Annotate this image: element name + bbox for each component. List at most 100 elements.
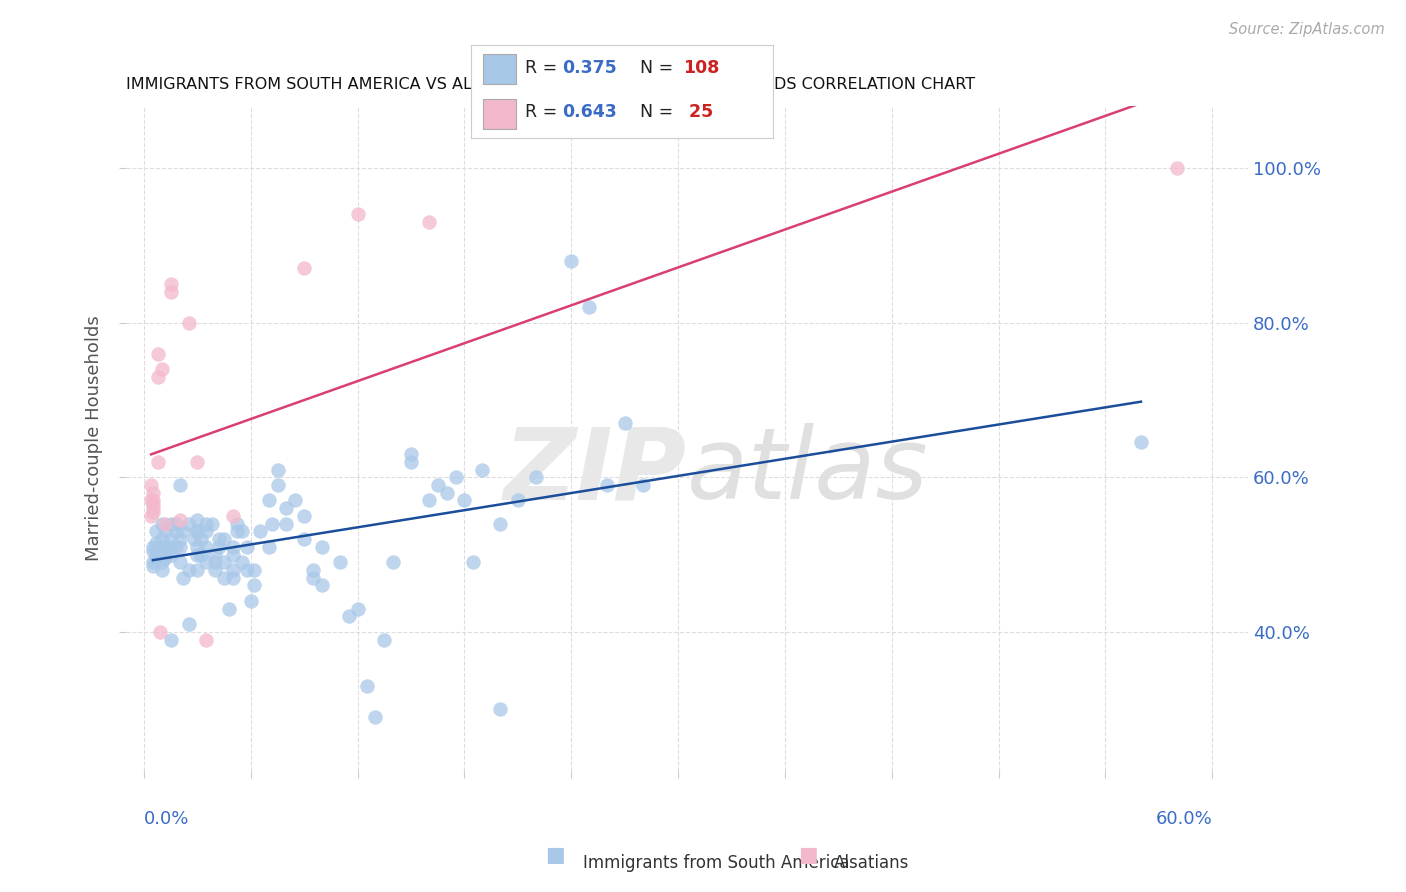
Point bbox=[172, 524, 194, 539]
Point bbox=[1166, 161, 1188, 175]
Text: R =: R = bbox=[526, 103, 564, 121]
Point bbox=[169, 532, 191, 546]
Point bbox=[195, 555, 218, 569]
Point bbox=[1130, 435, 1153, 450]
Point bbox=[346, 207, 368, 221]
Point bbox=[150, 516, 173, 531]
Point bbox=[186, 455, 208, 469]
Point bbox=[186, 563, 208, 577]
Point bbox=[155, 516, 177, 531]
Point bbox=[346, 601, 368, 615]
Point bbox=[453, 493, 475, 508]
Text: ■: ■ bbox=[546, 846, 565, 865]
Point bbox=[186, 513, 208, 527]
Point bbox=[195, 516, 218, 531]
Point bbox=[139, 493, 162, 508]
Point bbox=[613, 416, 636, 430]
Point bbox=[142, 493, 165, 508]
Point bbox=[165, 540, 187, 554]
Point bbox=[159, 516, 181, 531]
Point bbox=[436, 485, 458, 500]
Point bbox=[150, 563, 173, 577]
Text: atlas: atlas bbox=[688, 424, 928, 520]
Point bbox=[222, 508, 245, 523]
Text: Source: ZipAtlas.com: Source: ZipAtlas.com bbox=[1229, 22, 1385, 37]
Point bbox=[631, 478, 654, 492]
Point bbox=[177, 617, 200, 632]
Point bbox=[190, 532, 212, 546]
Point bbox=[382, 555, 405, 569]
Point bbox=[302, 571, 325, 585]
Point bbox=[177, 516, 200, 531]
Point bbox=[364, 710, 387, 724]
Text: Immigrants from South America: Immigrants from South America bbox=[583, 855, 851, 872]
Point bbox=[169, 478, 191, 492]
Point bbox=[243, 563, 266, 577]
Point bbox=[236, 540, 259, 554]
Point bbox=[139, 508, 162, 523]
Point bbox=[225, 524, 247, 539]
Point bbox=[148, 346, 170, 360]
Point bbox=[186, 524, 208, 539]
Point bbox=[204, 563, 226, 577]
Point bbox=[418, 215, 440, 229]
Point bbox=[236, 563, 259, 577]
Point bbox=[142, 501, 165, 516]
Point bbox=[426, 478, 449, 492]
Point bbox=[177, 563, 200, 577]
Point bbox=[186, 548, 208, 562]
Point bbox=[276, 516, 298, 531]
Text: 0.643: 0.643 bbox=[562, 103, 616, 121]
Point bbox=[337, 609, 360, 624]
Point bbox=[222, 548, 245, 562]
Point bbox=[239, 594, 262, 608]
Point bbox=[195, 632, 218, 647]
Point bbox=[145, 548, 167, 562]
Point bbox=[257, 493, 280, 508]
Point bbox=[142, 485, 165, 500]
Point bbox=[150, 548, 173, 562]
Point bbox=[311, 578, 333, 592]
Point bbox=[172, 571, 194, 585]
Point bbox=[177, 316, 200, 330]
Point bbox=[212, 555, 235, 569]
Point bbox=[212, 532, 235, 546]
Point bbox=[139, 478, 162, 492]
Point bbox=[195, 524, 218, 539]
Point bbox=[489, 516, 512, 531]
Point bbox=[231, 555, 253, 569]
Point bbox=[276, 501, 298, 516]
Point bbox=[292, 261, 315, 276]
Point bbox=[506, 493, 529, 508]
Point bbox=[284, 493, 307, 508]
Point bbox=[524, 470, 547, 484]
Point bbox=[159, 285, 181, 299]
Point bbox=[155, 551, 177, 566]
Point bbox=[208, 532, 231, 546]
Point bbox=[204, 548, 226, 562]
Point bbox=[145, 524, 167, 539]
Point bbox=[169, 513, 191, 527]
Point bbox=[150, 362, 173, 376]
Point bbox=[463, 555, 485, 569]
Point bbox=[262, 516, 284, 531]
Point bbox=[311, 540, 333, 554]
Point bbox=[142, 555, 165, 569]
Point bbox=[249, 524, 271, 539]
Point bbox=[142, 505, 165, 519]
Point bbox=[142, 497, 165, 511]
Point bbox=[222, 563, 245, 577]
Point bbox=[418, 493, 440, 508]
Point bbox=[231, 524, 253, 539]
Point bbox=[399, 447, 422, 461]
Point bbox=[165, 516, 187, 531]
Point bbox=[169, 540, 191, 554]
Point bbox=[155, 540, 177, 554]
FancyBboxPatch shape bbox=[484, 54, 516, 84]
Point bbox=[159, 632, 181, 647]
Point bbox=[159, 540, 181, 554]
Point bbox=[155, 548, 177, 562]
Point bbox=[356, 679, 378, 693]
Point bbox=[142, 543, 165, 558]
Text: ■: ■ bbox=[799, 846, 818, 865]
